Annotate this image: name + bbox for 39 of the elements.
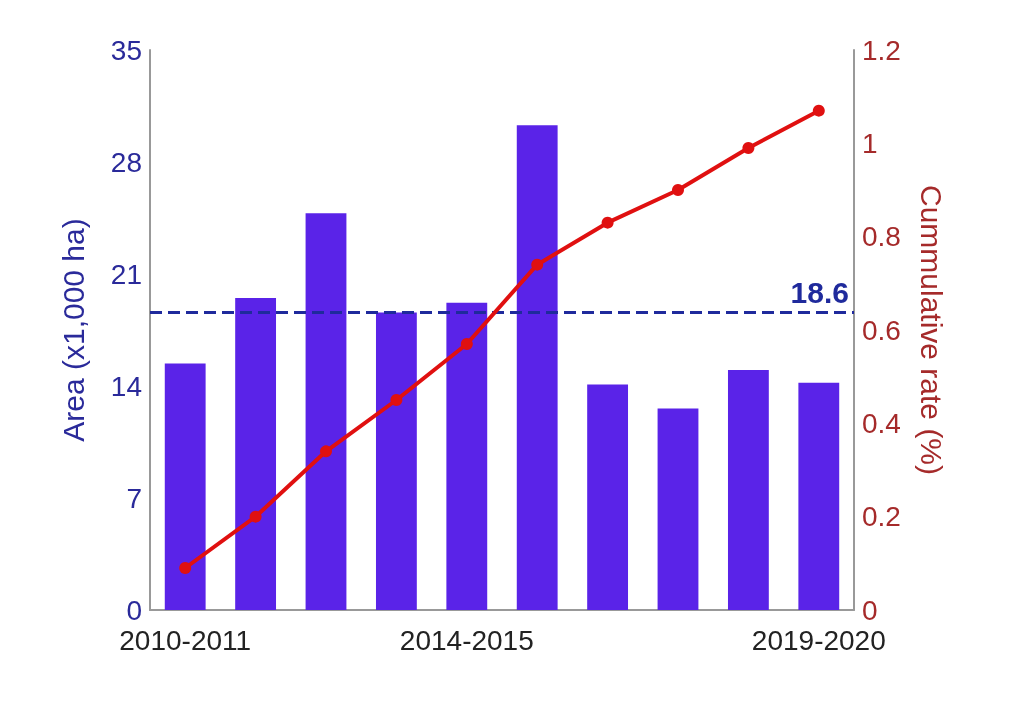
point bbox=[320, 445, 332, 458]
y2-tick-label: 0.6 bbox=[862, 314, 901, 346]
y2-tick-label: 1 bbox=[862, 127, 878, 159]
y-tick-label: 7 bbox=[126, 482, 142, 514]
bar bbox=[727, 370, 769, 610]
point bbox=[672, 184, 684, 196]
point bbox=[812, 104, 825, 117]
point bbox=[390, 394, 403, 406]
point bbox=[742, 142, 755, 154]
bar bbox=[798, 382, 840, 610]
bar bbox=[657, 408, 699, 610]
y-tick-label: 28 bbox=[110, 146, 142, 178]
bar bbox=[587, 384, 629, 610]
bar bbox=[164, 363, 206, 610]
y2-tick-label: 1.2 bbox=[862, 34, 901, 66]
y2-axis-title: Cummulative rate (%) bbox=[914, 184, 948, 476]
point bbox=[531, 258, 544, 271]
ref-line-label: 18.6 bbox=[790, 275, 849, 309]
bar bbox=[446, 302, 488, 610]
y2-tick-label: 0.2 bbox=[862, 501, 901, 533]
y-tick-label: 0 bbox=[126, 594, 142, 626]
point bbox=[179, 562, 192, 574]
y-axis-title: Area (x1,000 ha) bbox=[56, 218, 90, 442]
bar bbox=[516, 125, 558, 610]
y-tick-label: 14 bbox=[110, 370, 142, 402]
y2-tick-label: 0 bbox=[862, 594, 878, 626]
bar bbox=[305, 213, 347, 610]
y2-tick-label: 0.4 bbox=[862, 407, 901, 439]
x-tick-label: 2019-2020 bbox=[751, 624, 886, 656]
x-tick-label: 2010-2011 bbox=[119, 624, 252, 656]
bar bbox=[235, 298, 277, 610]
y-tick-label: 35 bbox=[110, 34, 142, 66]
bar bbox=[375, 312, 417, 610]
point bbox=[249, 510, 262, 523]
point bbox=[460, 338, 473, 350]
y2-tick-label: 0.8 bbox=[862, 221, 901, 253]
x-tick-label: 2014-2015 bbox=[399, 624, 534, 656]
point bbox=[601, 216, 614, 229]
y-tick-label: 21 bbox=[110, 258, 142, 290]
